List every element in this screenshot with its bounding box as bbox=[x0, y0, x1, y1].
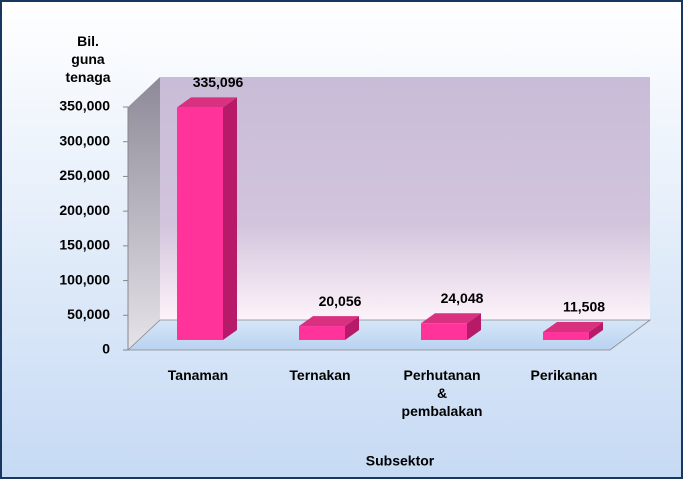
y-axis-label: Bil. guna tenaga bbox=[65, 33, 110, 85]
bar-side bbox=[345, 316, 359, 340]
data-label: 335,096 bbox=[193, 74, 244, 90]
y-tick-label: 200,000 bbox=[59, 202, 110, 218]
bar-top bbox=[299, 316, 359, 327]
bar-top bbox=[421, 313, 481, 324]
bar bbox=[543, 332, 589, 340]
x-tick-label: Ternakan bbox=[289, 367, 350, 383]
bar-side bbox=[467, 313, 481, 340]
bar-top bbox=[543, 322, 603, 333]
x-tick-label: Tanaman bbox=[168, 367, 228, 383]
y-tick-label: 0 bbox=[102, 341, 110, 357]
y-tick-label: 250,000 bbox=[59, 167, 110, 183]
bar-side bbox=[223, 97, 237, 341]
data-label: 24,048 bbox=[441, 290, 484, 306]
bar-top bbox=[177, 97, 237, 108]
bar bbox=[421, 323, 467, 340]
y-tick-label: 150,000 bbox=[59, 237, 110, 253]
y-tick-label: 100,000 bbox=[59, 271, 110, 287]
side-wall bbox=[128, 77, 160, 350]
bar-side bbox=[589, 322, 603, 340]
x-tick-label: Perikanan bbox=[531, 367, 598, 383]
x-axis-label: Subsektor bbox=[366, 453, 435, 469]
bar bbox=[177, 107, 223, 341]
y-tick-label: 350,000 bbox=[59, 98, 110, 114]
floor bbox=[126, 319, 652, 351]
y-tick-label: 50,000 bbox=[67, 306, 110, 322]
data-label: 20,056 bbox=[319, 293, 362, 309]
data-label: 11,508 bbox=[563, 299, 605, 315]
x-tick-label: Perhutanan & pembalakan bbox=[402, 367, 483, 419]
y-tick-label: 300,000 bbox=[59, 132, 110, 148]
bar bbox=[299, 326, 345, 340]
back-wall bbox=[160, 77, 650, 320]
